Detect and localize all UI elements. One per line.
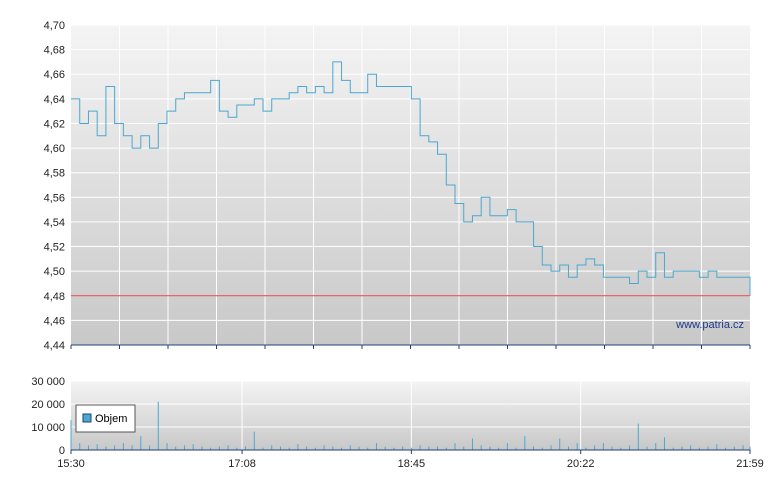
price-y-tick-label: 4,62 — [44, 118, 65, 130]
legend-swatch — [82, 413, 92, 423]
price-y-tick-label: 4,68 — [44, 45, 65, 57]
x-tick-label: 17:08 — [228, 458, 256, 470]
price-y-tick-label: 4,70 — [44, 20, 65, 32]
volume-y-tick-label: 30 000 — [31, 376, 65, 388]
volume-y-tick-label: 0 — [59, 445, 65, 457]
price-y-tick-label: 4,48 — [44, 291, 65, 303]
x-tick-label: 21:59 — [736, 458, 764, 470]
price-y-tick-label: 4,44 — [44, 340, 65, 352]
volume-y-tick-label: 20 000 — [31, 399, 65, 411]
price-series-line — [71, 61, 751, 296]
price-y-tick-label: 4,60 — [44, 143, 65, 155]
x-tick-label: 20:22 — [567, 458, 595, 470]
x-tick-label: 15:30 — [57, 458, 85, 470]
price-y-tick-label: 4,54 — [44, 217, 65, 229]
price-y-tick-label: 4,66 — [44, 69, 65, 81]
legend-label: Objem — [95, 413, 127, 425]
volume-legend: Objem — [75, 404, 136, 433]
x-tick-label: 18:45 — [398, 458, 426, 470]
volume-x-tick-marks — [70, 450, 751, 454]
price-y-tick-label: 4,64 — [44, 94, 65, 106]
volume-y-axis-labels: 0 10 000 20 000 30 000 — [31, 376, 65, 457]
price-y-tick-label: 4,46 — [44, 315, 65, 327]
price-x-tick-marks — [70, 345, 751, 349]
volume-plot-background — [71, 381, 750, 450]
price-y-axis-labels: 4,44 4,46 4,48 4,50 4,52 4,54 4,56 4,58 4,60 4,62… — [44, 20, 65, 352]
price-y-tick-label: 4,52 — [44, 242, 65, 254]
time-x-axis-labels: 15:30 17:08 18:45 20:22 21:59 — [57, 458, 764, 470]
price-y-tick-label: 4,58 — [44, 168, 65, 180]
watermark-text: www.patria.cz — [675, 319, 744, 331]
volume-y-tick-label: 10 000 — [31, 422, 65, 434]
price-y-tick-label: 4,56 — [44, 192, 65, 204]
volume-bars — [70, 401, 751, 450]
price-y-tick-label: 4,50 — [44, 266, 65, 278]
